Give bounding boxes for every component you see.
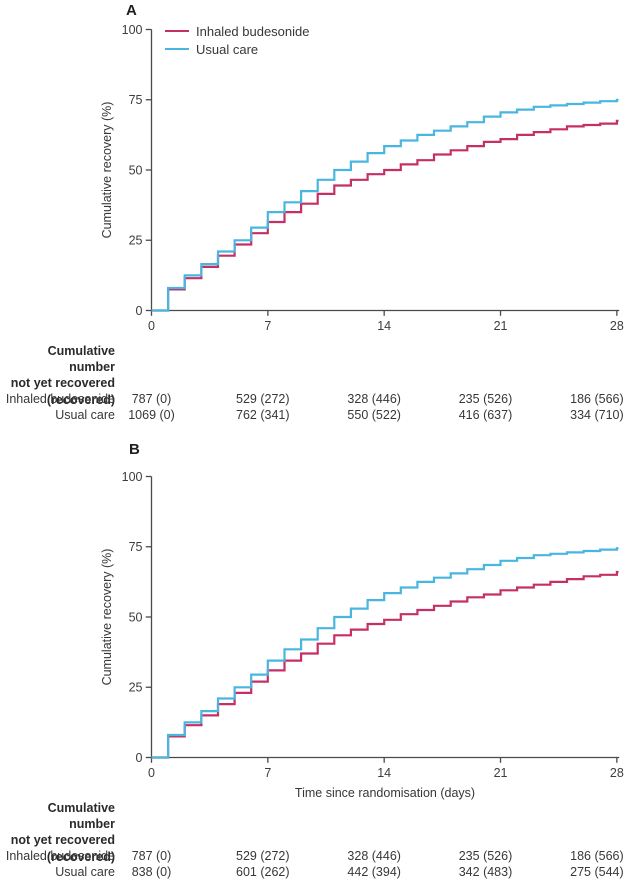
budesonide-line-swatch <box>165 29 189 33</box>
risk-table-row-label: Inhaled budesonide <box>5 391 115 406</box>
x-tick-label: 0 <box>148 319 155 333</box>
risk-table-value: 334 (710) <box>570 407 624 422</box>
y-tick-label: 75 <box>129 540 143 554</box>
panel-b-y-axis-title: Cumulative recovery (%) <box>100 548 114 686</box>
panel-a-y-axis-title: Cumulative recovery (%) <box>100 101 114 239</box>
risk-table-header-line: not yet recovered <box>10 376 115 391</box>
risk-table-value: 186 (566) <box>570 391 624 406</box>
risk-table-row-label: Usual care <box>55 407 115 422</box>
risk-table-value: 275 (544) <box>570 864 624 879</box>
risk-table-value: 529 (272) <box>236 391 290 406</box>
risk-table-row-label: Usual care <box>55 864 115 879</box>
panel-a-risk-table-header: Cumulative number not yet recovered (rec… <box>0 343 115 408</box>
x-tick-label: 14 <box>377 766 391 780</box>
risk-table-header-line: Cumulative number <box>47 801 115 832</box>
risk-table-header-line: (recovered) <box>46 849 115 864</box>
x-tick-label: 21 <box>494 766 508 780</box>
risk-table-value: 762 (341) <box>236 407 290 422</box>
panel-b-plot: 0 25 50 75 100 0 7 14 21 28 <box>122 470 624 780</box>
risk-table-value: 342 (483) <box>458 864 513 879</box>
x-tick-label: 7 <box>264 319 271 333</box>
y-tick-label: 0 <box>136 751 143 765</box>
risk-table-value: 529 (272) <box>236 848 290 863</box>
risk-table-header-line: Cumulative number <box>47 344 115 375</box>
risk-table-value: 787 (0) <box>131 848 172 863</box>
legend-item-usual-care: Usual care <box>165 40 310 58</box>
y-tick-label: 50 <box>129 610 143 624</box>
y-tick-label: 100 <box>122 23 143 37</box>
usual-care-line-swatch <box>165 47 189 51</box>
x-tick-label: 0 <box>148 766 155 780</box>
risk-table-value: 787 (0) <box>131 391 172 406</box>
y-tick-label: 50 <box>129 163 143 177</box>
y-tick-label: 0 <box>136 304 143 318</box>
usual-care-curve <box>151 547 619 759</box>
y-tick-label: 100 <box>122 470 143 484</box>
x-tick-label: 28 <box>610 766 624 780</box>
risk-table-value: 235 (526) <box>458 848 513 863</box>
panel-a-plot: 0 25 50 75 100 0 7 14 21 28 <box>122 23 624 333</box>
legend-item-budesonide: Inhaled budesonide <box>165 22 310 40</box>
risk-table-value: 838 (0) <box>131 864 172 879</box>
risk-table-value: 442 (394) <box>347 864 401 879</box>
x-tick-label: 14 <box>377 319 391 333</box>
risk-table-value: 601 (262) <box>236 864 290 879</box>
axis-lines <box>150 476 620 759</box>
risk-table-value: 186 (566) <box>570 848 624 863</box>
risk-table-value: 416 (637) <box>458 407 513 422</box>
risk-table-value: 328 (446) <box>347 848 401 863</box>
x-tick-label: 21 <box>494 319 508 333</box>
panel-a-legend: Inhaled budesonide Usual care <box>165 22 310 58</box>
risk-table-value: 235 (526) <box>458 391 513 406</box>
x-tick-label: 7 <box>264 766 271 780</box>
risk-table-header-line: (recovered) <box>46 392 115 407</box>
risk-table-header-line: not yet recovered <box>10 833 115 848</box>
y-tick-label: 25 <box>129 681 143 695</box>
y-tick-label: 25 <box>129 234 143 248</box>
legend-label: Inhaled budesonide <box>196 23 310 39</box>
panel-b-label: B <box>129 441 140 458</box>
usual-care-curve <box>151 98 619 312</box>
legend-label: Usual care <box>196 41 259 57</box>
risk-table-value: 1069 (0) <box>128 407 175 422</box>
x-axis-title: Time since randomisation (days) <box>294 786 476 800</box>
panel-b-risk-table-header: Cumulative number not yet recovered (rec… <box>0 800 115 865</box>
y-tick-label: 75 <box>129 93 143 107</box>
risk-table-value: 328 (446) <box>347 391 401 406</box>
risk-table-row-label: Inhaled budesonide <box>5 848 115 863</box>
risk-table-value: 550 (522) <box>347 407 401 422</box>
x-tick-label: 28 <box>610 319 624 333</box>
panel-a-label: A <box>126 2 137 19</box>
